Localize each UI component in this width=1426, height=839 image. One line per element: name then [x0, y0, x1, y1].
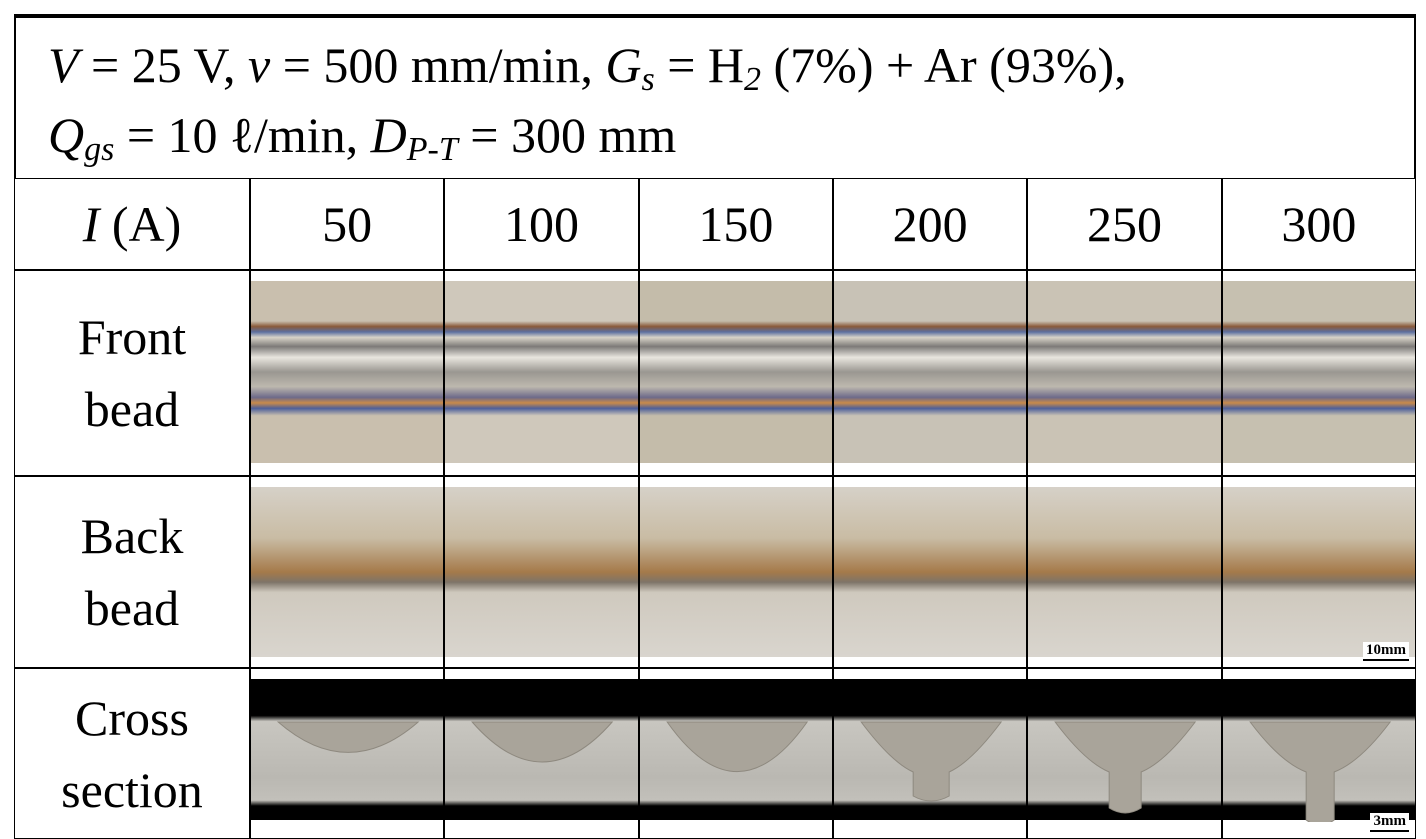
back-bead-image	[1222, 487, 1415, 657]
text: (7%) + Ar (93%),	[761, 37, 1127, 93]
front-bead-image	[1222, 281, 1415, 463]
row-label-cell: Back bead	[14, 476, 250, 668]
cross-section-image	[251, 679, 444, 820]
cross-section-image	[1028, 679, 1221, 820]
column-header: 150	[638, 178, 833, 270]
front-bead-image	[251, 281, 444, 463]
header-line: Qgs = 10 ℓ/min, DP-T = 300 mm	[48, 106, 676, 169]
back-bead-image	[1028, 487, 1221, 657]
cross-section-image	[445, 679, 638, 820]
back-bead-image	[445, 487, 638, 657]
image-cell	[638, 668, 833, 839]
image-cell: 3mm	[1221, 668, 1416, 839]
image-cell	[1027, 270, 1222, 476]
text: = 500 mm/min,	[270, 37, 606, 93]
image-cell	[1027, 476, 1222, 668]
text: 2	[744, 61, 762, 98]
weld-nugget	[471, 721, 614, 763]
text: v	[248, 37, 271, 93]
column-header: 200	[833, 178, 1028, 270]
nugget-shape	[1054, 721, 1197, 814]
header: V = 25 V, v = 500 mm/min, Gs = H2 (7%) +…	[14, 14, 1416, 178]
text: = 10 ℓ/min,	[114, 107, 371, 163]
column-header: 50	[250, 178, 445, 270]
row-label: section	[61, 761, 203, 818]
front-bead-image	[1028, 281, 1221, 463]
text: P-T	[406, 131, 458, 168]
image-cell	[444, 270, 639, 476]
column-header: 300	[1221, 178, 1416, 270]
weld-nugget	[665, 721, 808, 772]
text: I	[82, 196, 100, 252]
text: V	[48, 37, 79, 93]
header-line: V = 25 V, v = 500 mm/min, Gs = H2 (7%) +…	[48, 36, 1127, 99]
nugget-shape	[860, 721, 1003, 802]
text: (A)	[99, 196, 182, 252]
front-bead-image	[834, 281, 1027, 463]
row-label: Front	[77, 309, 187, 365]
row-label: bead	[84, 580, 180, 636]
scale-bar: 10mm	[1362, 642, 1409, 661]
image-cell	[1027, 668, 1222, 839]
image-cell	[833, 668, 1028, 839]
row-label-cell: Cross section	[14, 668, 250, 839]
front-bead-image	[445, 281, 638, 463]
text: = 300 mm	[457, 107, 677, 163]
weld-nugget	[276, 721, 420, 753]
row-label: Back	[80, 508, 184, 564]
image-cell	[638, 476, 833, 668]
image-cell: 10mm	[1221, 476, 1416, 668]
cross-section-image	[1222, 679, 1415, 822]
weld-nugget	[1054, 721, 1197, 814]
cross-section-image	[639, 679, 832, 820]
image-cell	[250, 668, 445, 839]
text: G	[605, 37, 642, 93]
image-cell	[250, 476, 445, 668]
row-label: Cross	[75, 689, 189, 746]
text: gs	[84, 131, 115, 168]
row-label-cell: Front bead	[14, 270, 250, 476]
cross-section-image	[834, 679, 1027, 820]
text: = H	[654, 37, 745, 93]
column-header: 250	[1027, 178, 1222, 270]
text: = 25 V,	[78, 37, 249, 93]
scale-bar: 3mm	[1370, 813, 1409, 832]
image-cell	[833, 476, 1028, 668]
text: Q	[48, 107, 85, 163]
nugget-shape	[471, 721, 614, 763]
table: I (A) 50 100 150 200 250 300 Front bead Back bead 1…	[14, 178, 1416, 839]
nugget-shape	[276, 721, 420, 753]
image-cell	[638, 270, 833, 476]
front-bead-image	[639, 281, 832, 463]
column-header: 100	[444, 178, 639, 270]
text: s	[641, 61, 655, 98]
back-bead-image	[251, 487, 444, 657]
weld-nugget	[860, 721, 1003, 802]
nugget-shape	[665, 721, 808, 772]
corner-label: I (A)	[83, 188, 182, 260]
image-cell	[250, 270, 445, 476]
image-cell	[444, 668, 639, 839]
weld-nugget	[1248, 721, 1391, 822]
corner-cell: I (A)	[14, 178, 250, 270]
row-label: bead	[84, 381, 180, 437]
image-cell	[833, 270, 1028, 476]
back-bead-image	[639, 487, 832, 657]
text: D	[370, 107, 407, 163]
image-cell	[444, 476, 639, 668]
image-cell	[1221, 270, 1416, 476]
back-bead-image	[834, 487, 1027, 657]
nugget-shape	[1248, 721, 1391, 822]
